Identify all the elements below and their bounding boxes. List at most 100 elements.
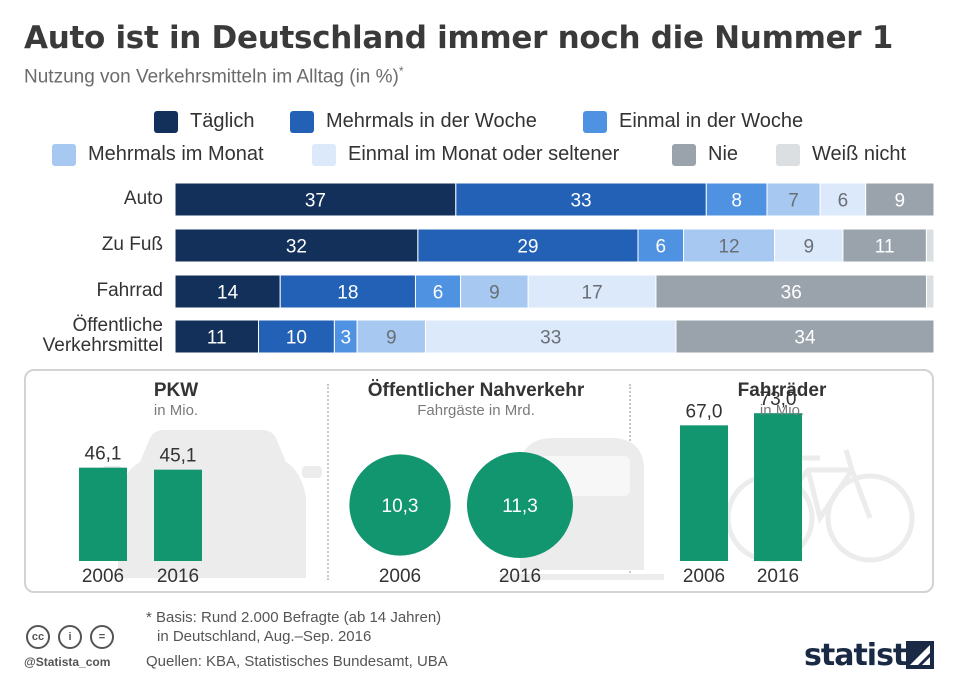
oepnv-bubble [467,452,573,558]
bar-value-label: 11 [207,328,227,349]
bar-value-label: 11 [875,237,895,258]
bar-value-label: 33 [540,328,561,349]
legend-item-mehrmals-monat: Mehrmals im Monat [52,143,264,166]
legend-swatch [776,143,800,166]
oepnv-bubble [349,454,451,556]
pkw-bar [154,469,202,561]
fahrraeder-bar [680,425,728,561]
bar-segment [655,274,927,309]
fahrraeder-title: Fahrräder [737,380,827,401]
comparison-panel [24,369,934,593]
legend-item-taeglich: Täglich [154,110,254,133]
legend-label: Weiß nicht [812,143,907,165]
cc-icon: cc [26,625,50,649]
bar-segment [675,319,935,354]
fahrraeder-year-label: 2006 [683,566,725,587]
bar-value-label: 37 [305,191,326,212]
stacked-bar-chart: 37 33 8 7 6 9 32 29 6 12 9 11 14 18 6 9 17 36 11 10 3 9 33 34 [174,182,935,354]
oepnv-title: Öffentlicher Nahverkehr [367,380,585,401]
legend-item-nie: Nie [672,143,738,166]
row-label-auto: Auto [123,188,163,209]
bar-value-label: 12 [718,237,739,258]
bar-segment [174,182,457,217]
pkw-title: PKW [153,380,199,401]
legend-label: Einmal im Monat oder seltener [348,143,620,165]
bar-value-label: 33 [570,191,591,212]
legend-swatch [672,143,696,166]
bar-value-label: 36 [781,283,802,304]
bar-value-label: 9 [489,283,500,304]
chart-subtitle: Nutzung von Verkehrsmitteln im Alltag (i… [24,64,404,88]
bar-segment [424,319,677,354]
panel-divider [327,384,329,580]
footnote: * Basis: Rund 2.000 Befragte (ab 14 Jahr… [146,608,441,646]
legend-item-weiss-nicht: Weiß nicht [776,143,906,166]
by-icon: i [58,625,82,649]
legend-swatch [52,143,76,166]
oepnv-year-label: 2006 [379,566,421,587]
legend-item-mehrmals-woche: Mehrmals in der Woche [290,110,537,133]
bar-value-label: 7 [788,191,799,212]
bar-value-label: 9 [895,191,906,212]
bicycle-wheel-icon [825,473,915,563]
bar-segment [455,182,707,217]
oepnv-unit: Fahrgäste in Mrd. [417,402,535,419]
nd-icon: = [90,625,114,649]
oepnv-value-label: 10,3 [382,496,419,517]
bar-value-label: 32 [286,237,307,258]
bar-value-label: 34 [794,328,816,349]
statista-logo-icon [906,641,934,669]
bar-value-label: 18 [337,283,358,304]
bar-segment [356,319,426,354]
bar-value-label: 17 [582,283,603,304]
bar-value-label: 6 [433,283,444,304]
legend-swatch [583,110,607,133]
chart-title: Auto ist in Deutschland immer noch die N… [24,20,894,56]
bar-value-label: 29 [517,237,538,258]
oepnv-year-label: 2016 [499,566,541,587]
row-label-fahrrad: Fahrrad [96,280,163,301]
row-label-oeffentliche: Öffentliche Verkehrsmittel [42,315,163,356]
pkw-value-label: 45,1 [160,446,197,467]
bar-value-label: 6 [655,237,666,258]
bar-segment [766,182,821,217]
fahrraeder-value-label: 67,0 [686,401,723,422]
footnote-line-1: * Basis: Rund 2.000 Befragte (ab 14 Jahr… [146,609,442,626]
fahrraeder-year-label: 2016 [757,566,799,587]
bar-segment [257,319,335,354]
bar-segment [174,228,419,263]
bar-segment [865,182,935,217]
bar-value-label: 14 [217,283,239,304]
bar-segment [925,228,935,263]
oepnv-value-label: 11,3 [502,496,538,517]
legend-item-einmal-monat: Einmal im Monat oder seltener [312,143,619,166]
legend-swatch [154,110,178,133]
legend-swatch [312,143,336,166]
bar-value-label: 10 [286,328,307,349]
bicycle-frame-icon [768,449,873,525]
fahrraeder-unit: in Mio. [759,402,805,419]
legend-swatch [290,110,314,133]
pkw-year-label: 2006 [82,566,124,587]
fahrraeder-value-label: 73,0 [760,389,797,410]
bar-segment [637,228,685,263]
legend-label: Einmal in der Woche [619,110,804,132]
bar-value-label: 9 [803,237,814,258]
bar-value-label: 6 [838,191,849,212]
pkw-bar [79,467,127,561]
fahrraeder-bar [754,413,802,561]
bar-segment [174,274,281,309]
bar-segment [819,182,867,217]
pkw-unit: in Mio. [153,402,199,419]
bar-value-label: 9 [386,328,397,349]
pkw-value-label: 46,1 [85,444,122,465]
statista-handle: @Statista_com [24,655,111,669]
car-mirror-icon [302,466,322,478]
bar-value-label: 3 [340,328,351,349]
bar-segment [414,274,462,309]
bar-segment [925,274,935,309]
row-label-zu-fuss: Zu Fuß [101,234,163,255]
bar-value-label: 8 [731,191,742,212]
rail-icon [500,574,664,580]
